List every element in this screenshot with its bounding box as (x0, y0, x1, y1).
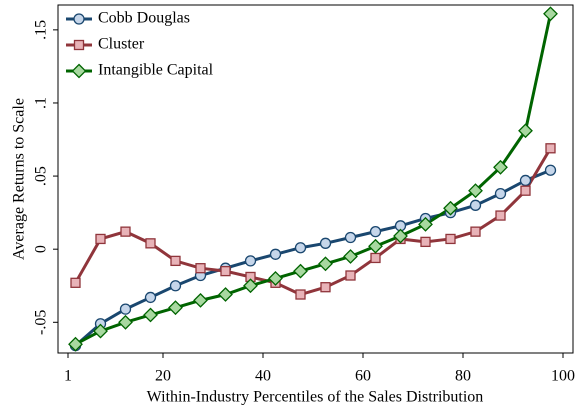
marker (370, 252, 381, 264)
marker (95, 233, 106, 245)
marker (268, 271, 283, 286)
x-tick-label: 80 (455, 368, 471, 385)
marker (545, 143, 556, 154)
marker (170, 255, 181, 267)
marker (318, 256, 333, 272)
marker (518, 123, 533, 139)
marker (319, 237, 332, 249)
y-tick-label: .15 (33, 20, 50, 40)
y-tick-label: .1 (33, 97, 50, 109)
x-tick-label: 100 (551, 368, 575, 385)
legend-marker (73, 13, 85, 25)
marker (294, 242, 307, 254)
marker (418, 216, 433, 232)
marker (468, 183, 483, 199)
marker (494, 187, 507, 200)
marker (244, 255, 257, 267)
y-tick-label: .05 (33, 166, 50, 186)
x-tick-label: 20 (155, 368, 171, 385)
marker (543, 6, 558, 22)
marker (145, 238, 156, 249)
marker (119, 303, 132, 315)
marker (168, 300, 183, 316)
marker (469, 199, 482, 211)
x-tick-label: 1 (64, 368, 72, 385)
marker (368, 238, 383, 254)
marker (320, 282, 331, 293)
marker (118, 314, 133, 330)
marker (295, 289, 306, 300)
y-axis-label: Average Returns to Scale (11, 98, 28, 260)
marker (520, 185, 531, 196)
x-axis-label: Within-Industry Percentiles of the Sales… (147, 389, 484, 406)
marker (193, 292, 208, 308)
marker (195, 263, 206, 274)
marker (369, 225, 382, 238)
series-line (74, 147, 552, 297)
marker (445, 233, 456, 245)
marker (144, 291, 157, 304)
marker (519, 174, 532, 187)
marker (218, 287, 233, 302)
marker (443, 200, 458, 216)
legend-label: Cluster (98, 36, 145, 53)
marker (70, 277, 81, 288)
legend-label: Cobb Douglas (98, 10, 190, 27)
x-tick-label: 40 (255, 368, 271, 385)
marker (345, 270, 356, 281)
marker (243, 278, 258, 294)
legend-label: Intangible Capital (98, 62, 214, 79)
legend-marker (73, 39, 85, 51)
y-tick-label: 0 (33, 245, 50, 253)
series-line (74, 168, 552, 347)
x-tick-label: 60 (355, 368, 371, 385)
marker (68, 336, 83, 352)
marker (544, 164, 557, 176)
marker (293, 263, 308, 279)
marker (343, 249, 358, 264)
marker (470, 226, 481, 237)
marker (393, 228, 408, 244)
marker (143, 307, 158, 323)
marker (120, 226, 131, 237)
y-tick-label: -.05 (33, 310, 50, 335)
marker (93, 323, 108, 339)
plot-frame (57, 4, 574, 354)
marker (420, 236, 431, 248)
marker (344, 231, 357, 244)
marker (220, 265, 231, 277)
legend-marker (71, 63, 87, 79)
marker (269, 248, 282, 260)
marker (495, 210, 506, 221)
marker (169, 280, 182, 292)
marker (493, 159, 508, 175)
